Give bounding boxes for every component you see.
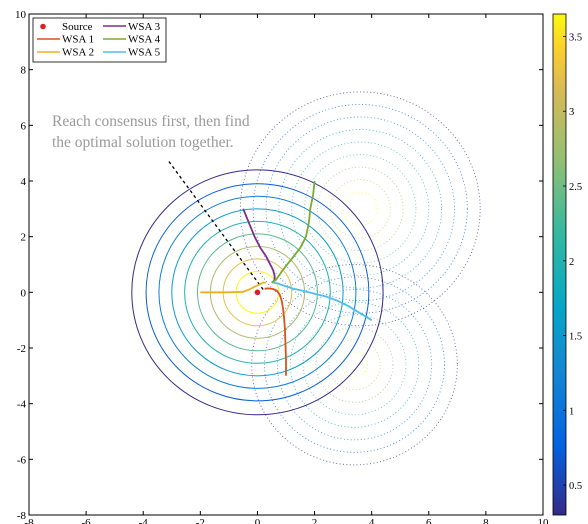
legend-label-wsa1: WSA 1 — [62, 34, 94, 46]
colorbar-tick-label: 3.5 — [569, 32, 582, 43]
x-tick-label: 2 — [312, 517, 318, 524]
contour-line-dotted — [304, 154, 417, 264]
annotation-line-2: the optimal solution together. — [52, 134, 234, 151]
contour-line-solid — [158, 195, 357, 389]
legend: Source WSA 1 WSA 2 WSA 3 WSA 4 WSA 5 — [32, 17, 167, 63]
y-tick-label: -4 — [17, 399, 27, 411]
x-axis: -8 -6 -4 -2 0 2 4 6 8 10 — [24, 14, 549, 524]
contour-line-dotted — [291, 141, 430, 277]
legend-label-wsa2: WSA 2 — [62, 47, 94, 59]
contour-line-dotted — [315, 326, 394, 403]
contour-line-solid — [131, 169, 384, 416]
colorbar-tick-label: 2 — [569, 257, 574, 268]
colorbar-tick-label: 2.5 — [569, 182, 582, 193]
source-point — [254, 289, 261, 296]
dotted-contours — [239, 91, 481, 466]
contour-line-dotted — [329, 179, 391, 239]
colorbar-tick-label: 1 — [569, 406, 574, 417]
y-tick-label: -8 — [17, 510, 27, 522]
x-tick-label: -4 — [139, 517, 149, 524]
trajectory-lines — [200, 180, 373, 376]
x-tick-label: 8 — [483, 517, 489, 524]
contour-line-dotted — [264, 276, 445, 453]
legend-label-wsa4: WSA 4 — [128, 34, 161, 46]
contour-line-solid — [171, 208, 344, 377]
colorbar-tick-label: 1.5 — [569, 332, 582, 343]
contour-line-dotted — [276, 289, 433, 441]
series-line-wsa2 — [200, 281, 266, 294]
legend-marker-source — [40, 23, 46, 30]
legend-label-wsa3: WSA 3 — [128, 21, 161, 33]
series-line-wsa1 — [264, 287, 287, 376]
y-tick-label: 6 — [21, 120, 27, 132]
colorbar-tick-label: 3 — [569, 107, 574, 118]
y-tick-label: 10 — [15, 9, 27, 21]
series-line-wsa4 — [271, 180, 316, 284]
contour-line-dotted — [239, 91, 481, 327]
y-tick-label: -2 — [17, 343, 26, 355]
legend-label-source: Source — [62, 21, 93, 33]
contour-line-dotted — [252, 104, 468, 314]
annotation-line-1: Reach consensus first, then find — [52, 113, 250, 130]
y-tick-label: 8 — [21, 65, 27, 77]
contour-line-solid — [196, 233, 318, 352]
x-tick-label: -2 — [196, 517, 205, 524]
colorbar-gradient — [552, 13, 567, 516]
contour-line-dotted — [328, 339, 381, 391]
contour-line-dotted — [316, 166, 404, 252]
x-tick-label: 6 — [426, 517, 432, 524]
legend-label-wsa5: WSA 5 — [128, 47, 161, 59]
x-tick-label: -6 — [82, 517, 92, 524]
x-tick-label: 0 — [255, 517, 261, 524]
contour-line-dotted — [251, 264, 458, 466]
x-tick-label: 10 — [538, 517, 550, 524]
contour-line-dotted — [302, 314, 407, 416]
colorbar: 0.5 1 1.5 2 2.5 3 3.5 — [552, 13, 582, 516]
contour-line-dotted — [289, 301, 420, 428]
colorbar-tick-label: 0.5 — [569, 481, 582, 492]
colorbar-ticks: 0.5 1 1.5 2 2.5 3 3.5 — [563, 32, 582, 492]
contour-line-dotted — [278, 129, 443, 289]
x-tick-label: -8 — [24, 517, 34, 524]
y-tick-label: -6 — [17, 454, 27, 466]
contour-line-dotted — [341, 351, 368, 378]
y-tick-label: 4 — [21, 176, 27, 188]
y-tick-label: 2 — [21, 232, 27, 244]
plot-frame — [28, 13, 544, 516]
x-tick-label: 4 — [369, 517, 375, 524]
annotation-arrow — [168, 161, 264, 290]
contour-line-solid — [184, 220, 331, 364]
contour-line-solid — [145, 183, 370, 402]
contour-line-dotted — [265, 116, 455, 302]
y-axis: -8 -6 -4 -2 0 2 4 6 8 10 — [15, 9, 543, 522]
annotation: Reach consensus first, then find the opt… — [52, 113, 264, 290]
legend-box — [32, 17, 167, 63]
y-tick-label: 0 — [21, 287, 27, 299]
series-line-wsa5 — [272, 281, 373, 321]
contour-line-dotted — [342, 191, 378, 226]
